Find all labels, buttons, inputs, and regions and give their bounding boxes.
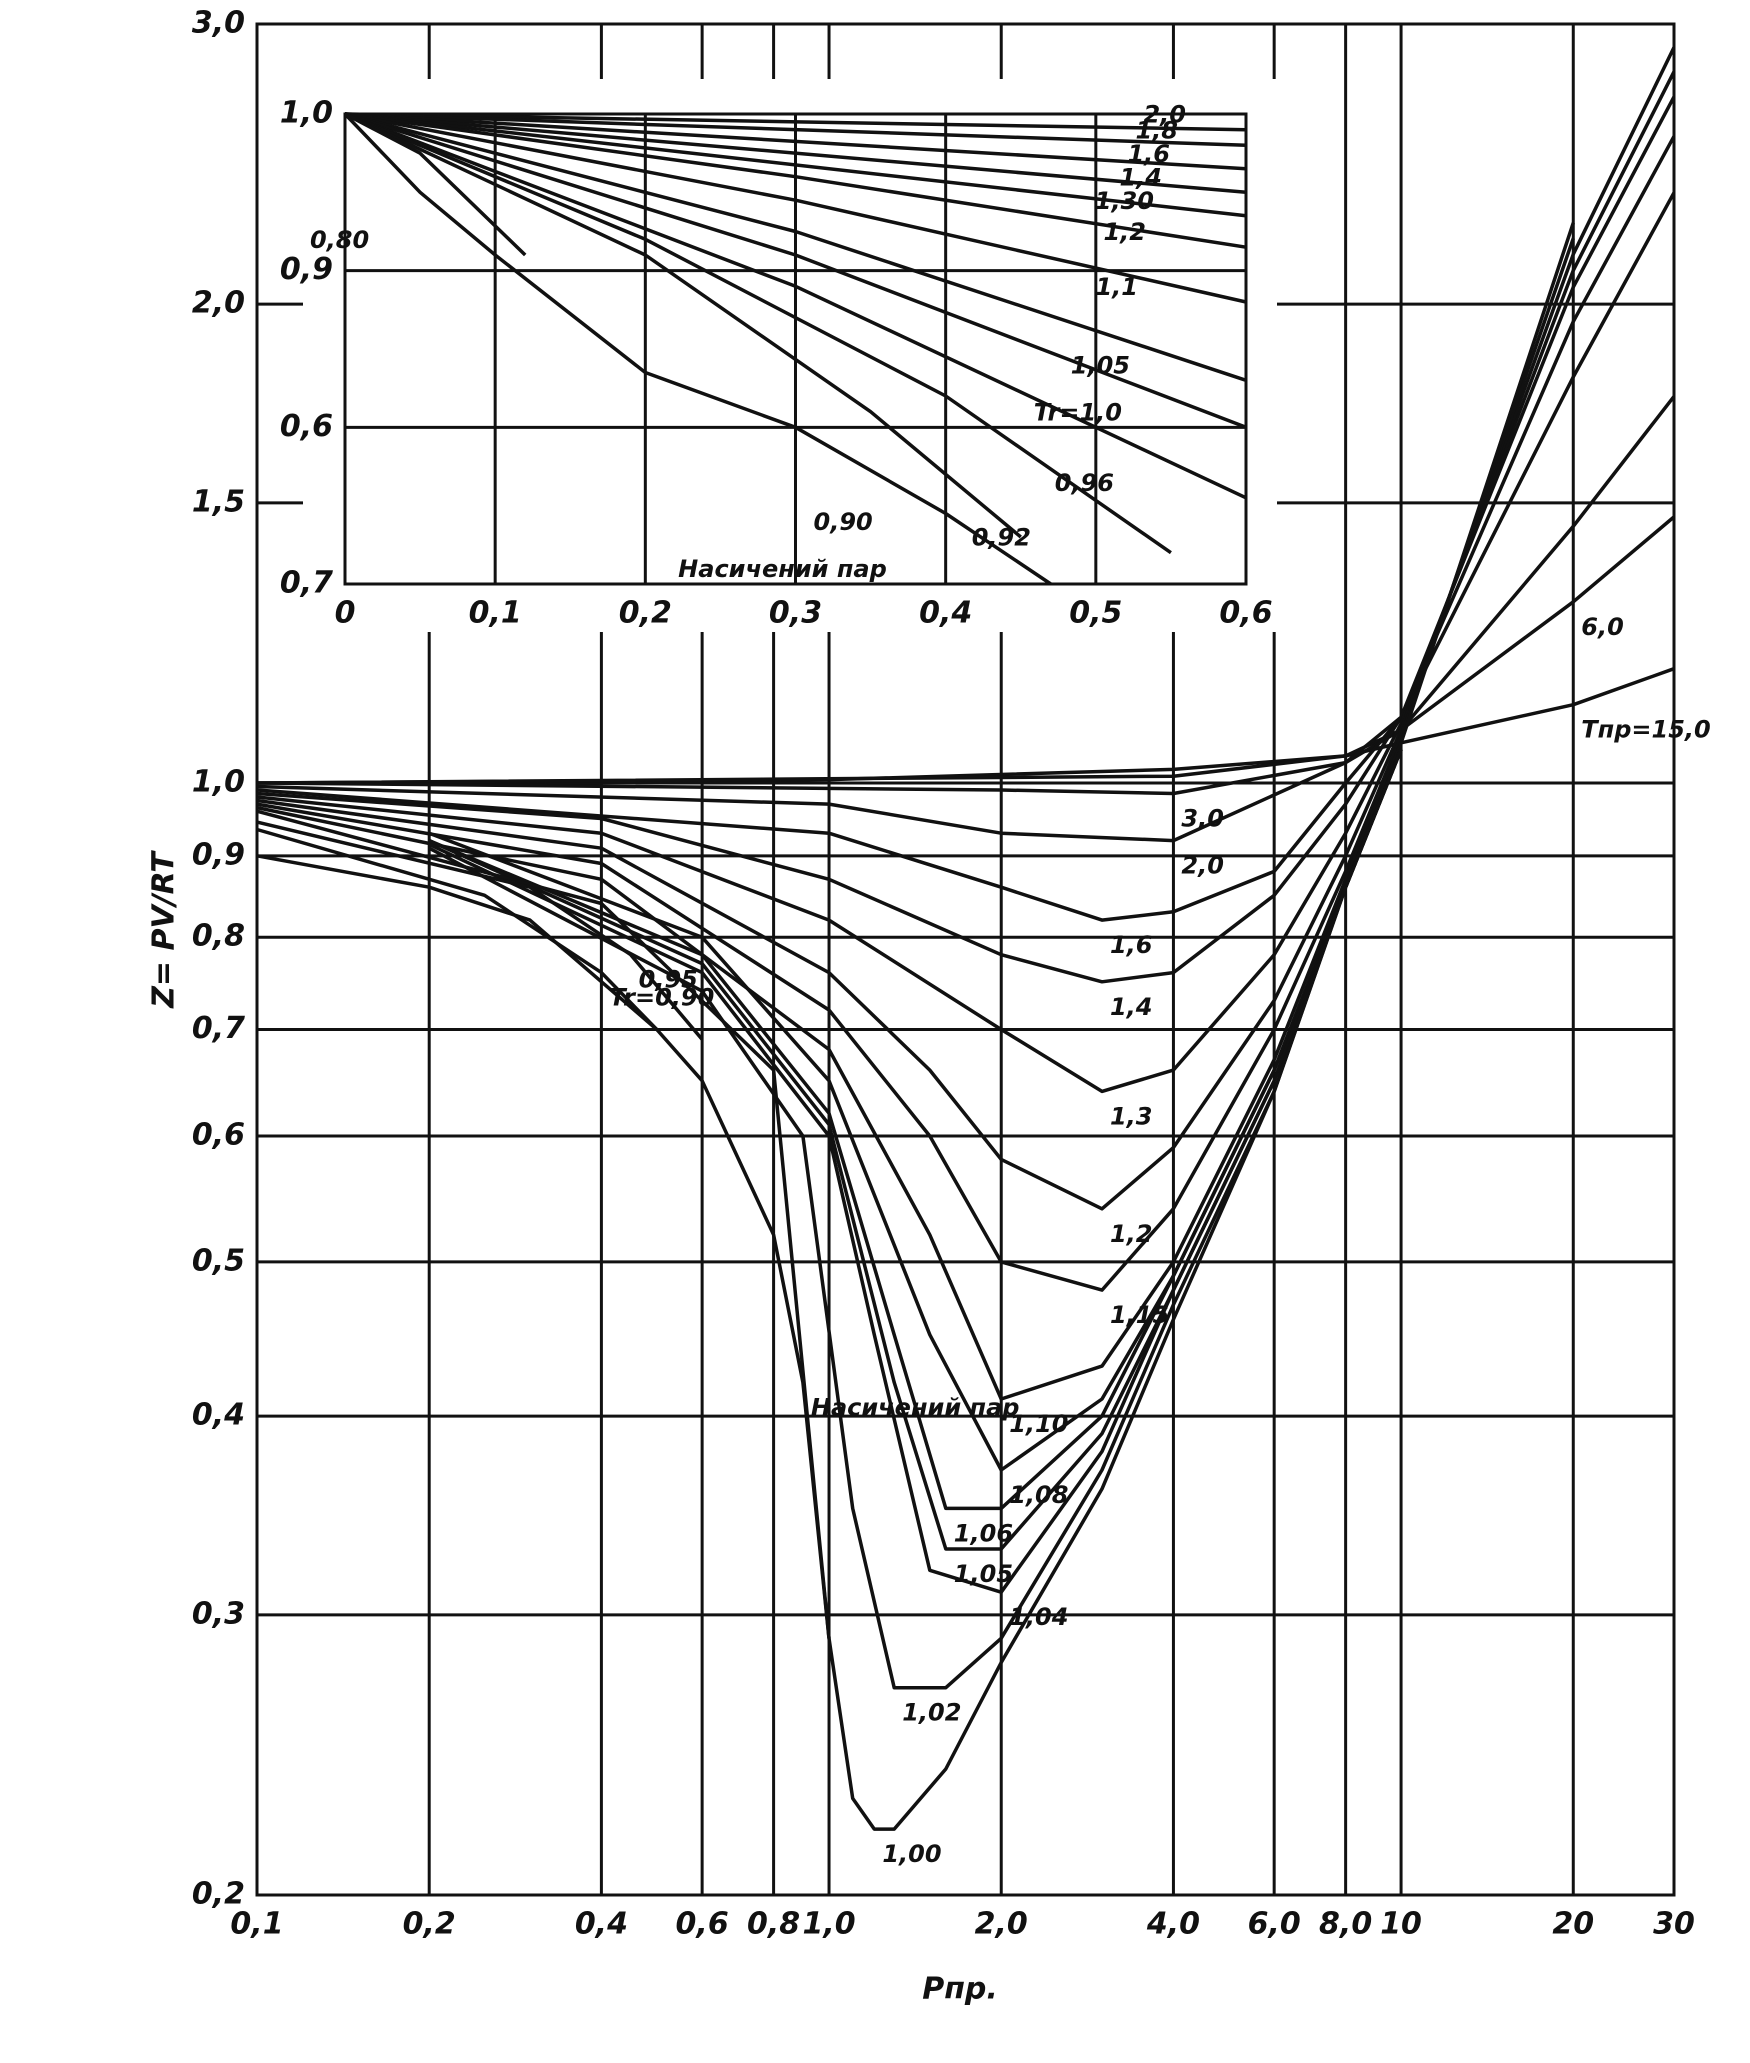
curve-label: Насичений пар: [678, 555, 887, 583]
y-tick-label: 3,0: [192, 6, 245, 41]
curve-label: 1,05: [954, 1560, 1013, 1588]
curve: [256, 827, 659, 1031]
curve-label: Насичений пар: [811, 1393, 1020, 1421]
x-tick-label: 8,0: [1319, 1907, 1372, 1942]
curve-label: 1,2: [1103, 218, 1146, 246]
curve: [344, 112, 1247, 195]
x-tick-label: 0,2: [403, 1907, 456, 1942]
curve-label: 1,6: [1127, 140, 1170, 168]
y-tick-label: 2,0: [192, 286, 245, 321]
curve: [256, 191, 1676, 843]
curve-label: 2,0: [1181, 852, 1224, 880]
curve: [256, 820, 704, 1041]
curve: [344, 112, 527, 257]
curve: [344, 112, 1247, 429]
curve: [344, 112, 1247, 382]
x-axis-title: Pпр.: [922, 1972, 998, 2007]
curve-label: 1,1: [1095, 273, 1138, 301]
y-tick-label: 0,6: [192, 1117, 245, 1152]
curve: [428, 748, 1403, 1511]
curve-label: 2,0: [1143, 101, 1186, 129]
y-tick-label: 0,4: [192, 1398, 245, 1433]
y-tick-label: 0,9: [280, 252, 333, 287]
x-tick-label: 0,3: [769, 596, 822, 631]
curve-label: 1,06: [954, 1519, 1013, 1547]
x-tick-label: 1,0: [802, 1907, 855, 1942]
curve: [344, 112, 1022, 539]
y-tick-label: 1,0: [280, 96, 333, 131]
y-tick-label: 0,7: [192, 1011, 245, 1046]
curve: [344, 112, 1247, 132]
y-tick-label: 0,7: [280, 566, 333, 601]
curve-label: 1,3: [1110, 1102, 1153, 1130]
x-tick-label: 0,4: [575, 1907, 628, 1942]
curve-label: 1,4: [1110, 993, 1153, 1021]
x-tick-label: 10: [1380, 1907, 1422, 1942]
curve: [256, 515, 1676, 785]
curve: [344, 112, 1247, 148]
y-tick-label: 0,5: [192, 1243, 245, 1278]
y-tick-label: 0,6: [280, 409, 333, 444]
curve-label: 1,6: [1110, 931, 1153, 959]
curve-label: 1,8: [1135, 116, 1178, 144]
curve: [344, 112, 1247, 500]
curve: [256, 237, 1575, 1292]
x-tick-label: 30: [1653, 1907, 1695, 1942]
curve: [256, 748, 1403, 1831]
curve: [256, 854, 831, 1639]
x-tick-label: 0,1: [469, 596, 522, 631]
x-tick-label: 0,5: [1069, 596, 1122, 631]
y-tick-label: 1,0: [192, 765, 245, 800]
x-tick-label: 20: [1552, 1907, 1594, 1942]
y-axis-title: Z= PV/RT: [147, 850, 182, 1009]
curve-label: 0,90: [814, 508, 873, 536]
curve-label: 1,02: [902, 1699, 961, 1727]
x-tick-label: 0,6: [1219, 596, 1272, 631]
x-tick-label: 0,1: [230, 1907, 283, 1942]
curve-label: 0,95: [639, 966, 698, 994]
curve-label: 6,0: [1581, 613, 1624, 641]
inset-chart: 0 0,1 0,2 0,3 0,4 0,5 0,6 0,7 0,6 0,9 1,0 2,01,81,6…: [280, 96, 1273, 631]
curve: [344, 112, 1247, 249]
curve: [344, 112, 1247, 218]
y-tick-label: 0,3: [192, 1596, 245, 1631]
y-tick-label: 0,2: [192, 1877, 245, 1912]
x-tick-label: 0,8: [747, 1907, 800, 1942]
curve: [428, 748, 1403, 1551]
x-tick-label: 0,6: [676, 1907, 729, 1942]
x-tick-label: 0,4: [919, 596, 972, 631]
x-tick-label: 4,0: [1146, 1907, 1200, 1942]
curve: [428, 748, 1403, 1594]
curve-label: 1,2: [1110, 1220, 1153, 1248]
y-tick-label: 0,8: [192, 919, 245, 954]
x-tick-label: 0,2: [619, 596, 672, 631]
curve-label: 1,4: [1119, 163, 1162, 191]
x-tick-label: 6,0: [1248, 1907, 1301, 1942]
curve-label: 1,00: [882, 1840, 941, 1868]
curve-label: Tr=1,0: [1034, 398, 1122, 426]
y-tick-label: 1,5: [192, 484, 245, 519]
curve: [344, 112, 1247, 304]
curve-label: Tr=0,90: [609, 984, 714, 1012]
curve-label: 1,30: [1095, 187, 1154, 215]
curve: [256, 135, 1676, 922]
curve-label: 1,10: [1009, 1410, 1068, 1438]
x-tick-label: 0: [335, 596, 356, 631]
curve: [343, 112, 1052, 586]
x-tick-label: 2,0: [975, 1907, 1028, 1942]
curve: [344, 112, 1247, 171]
curve-label: 0,80: [310, 226, 369, 254]
y-tick-label: 0,9: [192, 837, 245, 872]
curve-label: Tпр=15,0: [1581, 716, 1710, 744]
curve: [344, 112, 1172, 555]
